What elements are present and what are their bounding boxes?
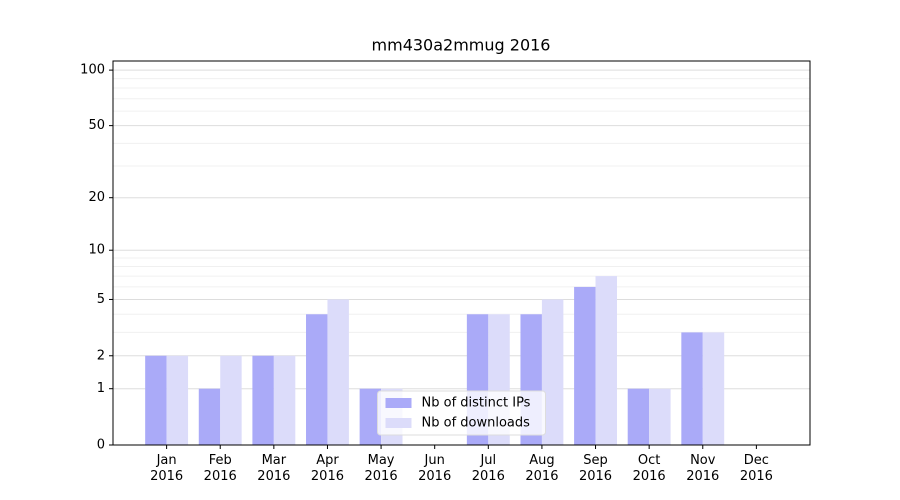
x-tick-label: Feb 2016 <box>203 453 237 484</box>
y-tick-label: 50 <box>88 118 105 133</box>
legend-swatch <box>385 398 412 408</box>
plot-frame <box>112 60 811 446</box>
y-tick-label: 10 <box>88 243 105 258</box>
legend-box <box>377 390 546 436</box>
legend-swatch <box>385 418 412 428</box>
x-tick-label: Jul 2016 <box>471 453 505 484</box>
bar <box>327 299 349 445</box>
bar <box>273 355 296 445</box>
y-tick-label: 20 <box>88 190 105 205</box>
y-tick-label: 1 <box>97 381 105 396</box>
bar <box>359 388 382 445</box>
x-tick-label: Nov 2016 <box>686 453 720 484</box>
legend-label: Nb of distinct IPs <box>422 396 531 411</box>
x-tick-label: Oct 2016 <box>632 453 666 484</box>
x-tick-label: Jun 2016 <box>418 453 452 484</box>
bar <box>220 355 242 445</box>
x-tick-label: Apr 2016 <box>310 453 344 484</box>
bar <box>627 388 650 445</box>
bar <box>574 286 596 445</box>
x-tick-label: Aug 2016 <box>525 453 559 484</box>
bar <box>595 276 617 445</box>
bar <box>702 332 725 445</box>
bar <box>166 355 189 445</box>
bar <box>681 332 703 445</box>
x-tick-label: Mar 2016 <box>257 453 291 484</box>
y-tick-label: 2 <box>97 348 105 363</box>
bar <box>541 299 564 445</box>
y-tick-label: 100 <box>80 63 105 78</box>
x-tick-label: Dec 2016 <box>739 453 773 484</box>
x-tick-label: Jan 2016 <box>150 453 184 484</box>
x-tick-label: Sep 2016 <box>578 453 613 484</box>
x-tick-label: May 2016 <box>364 453 398 484</box>
bar <box>198 388 221 445</box>
y-tick-label: 0 <box>97 438 105 453</box>
bar <box>252 355 274 445</box>
bar <box>145 355 167 445</box>
y-tick-label: 5 <box>97 292 105 307</box>
bar <box>649 388 671 445</box>
legend-label: Nb of downloads <box>422 416 531 431</box>
bar <box>306 314 328 445</box>
chart-title: mm430a2mmug 2016 <box>372 36 551 55</box>
